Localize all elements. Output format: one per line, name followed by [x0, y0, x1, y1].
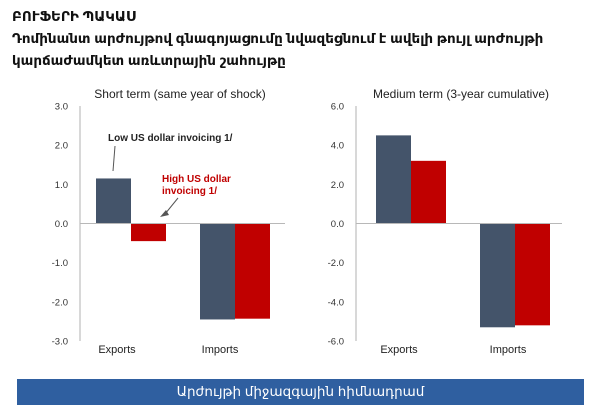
- panel1-category-label: Exports: [98, 344, 136, 356]
- panel2-tick-label: -4.0: [328, 297, 344, 308]
- panel2-tick-label: 6.0: [331, 102, 344, 113]
- panel1-tick-label: -1.0: [52, 258, 68, 269]
- panel2-bar-imports-series2: [515, 223, 550, 326]
- annotation-high-usd-line1: High US dollar: [162, 174, 231, 185]
- panel1-tick-label: 1.0: [55, 180, 68, 191]
- panel2-tick-label: -6.0: [328, 337, 344, 348]
- chart-header: ԲՈՒՖԵՐԻ ՊԱԿԱՍ Դոմինանտ արժույթով գնագոյա…: [12, 6, 586, 72]
- panel1-bar-exports-series2: [131, 223, 166, 242]
- panel1-bar-exports-series1: [96, 178, 131, 224]
- panel1-tick-label: 2.0: [55, 141, 68, 152]
- subtitle-line-1: Դոմինանտ արժույթով գնագոյացումը նվազեցնո…: [12, 31, 544, 46]
- panel1-tick-label: 3.0: [55, 102, 68, 113]
- panel1-category-label: Imports: [202, 344, 239, 356]
- panel2-tick-label: 0.0: [331, 219, 344, 230]
- annotation-high-usd-pointer: [164, 197, 179, 215]
- annotation-high-usd-arrowhead: [160, 210, 169, 217]
- panel2-bar-exports-series2: [411, 160, 446, 224]
- panel2-tick-label: 2.0: [331, 180, 344, 191]
- footer-source: Արժույթի միջազգային հիմնադրամ: [176, 384, 425, 399]
- footer-banner: Արժույթի միջազգային հիմնադրամ: [17, 379, 584, 405]
- panel1-bar-imports-series2: [235, 223, 270, 319]
- panel2-title: Medium term (3-year cumulative): [373, 87, 549, 101]
- subtitle-line-2: կարճաժամկետ առևտրային շահույթը: [12, 53, 286, 68]
- kicker: ԲՈՒՖԵՐԻ ՊԱԿԱՍ: [12, 9, 136, 24]
- panel2-category-label: Exports: [380, 344, 418, 356]
- panel1-bar-imports-series1: [200, 223, 235, 320]
- annotation-high-usd-line2: invoicing 1/: [162, 186, 217, 197]
- annotation-low-usd-pointer: [112, 145, 116, 172]
- panel1-title: Short term (same year of shock): [94, 87, 265, 101]
- panel2-bar-exports-series1: [376, 135, 411, 224]
- panel2-tick-label: -2.0: [328, 258, 344, 269]
- annotation-low-usd: Low US dollar invoicing 1/: [108, 133, 233, 144]
- panel1-tick-label: -3.0: [52, 337, 68, 348]
- panel2-category-label: Imports: [490, 344, 527, 356]
- panel2-tick-label: 4.0: [331, 141, 344, 152]
- panel1-tick-label: -2.0: [52, 297, 68, 308]
- panel2-bar-imports-series1: [480, 223, 515, 328]
- panel1-tick-label: 0.0: [55, 219, 68, 230]
